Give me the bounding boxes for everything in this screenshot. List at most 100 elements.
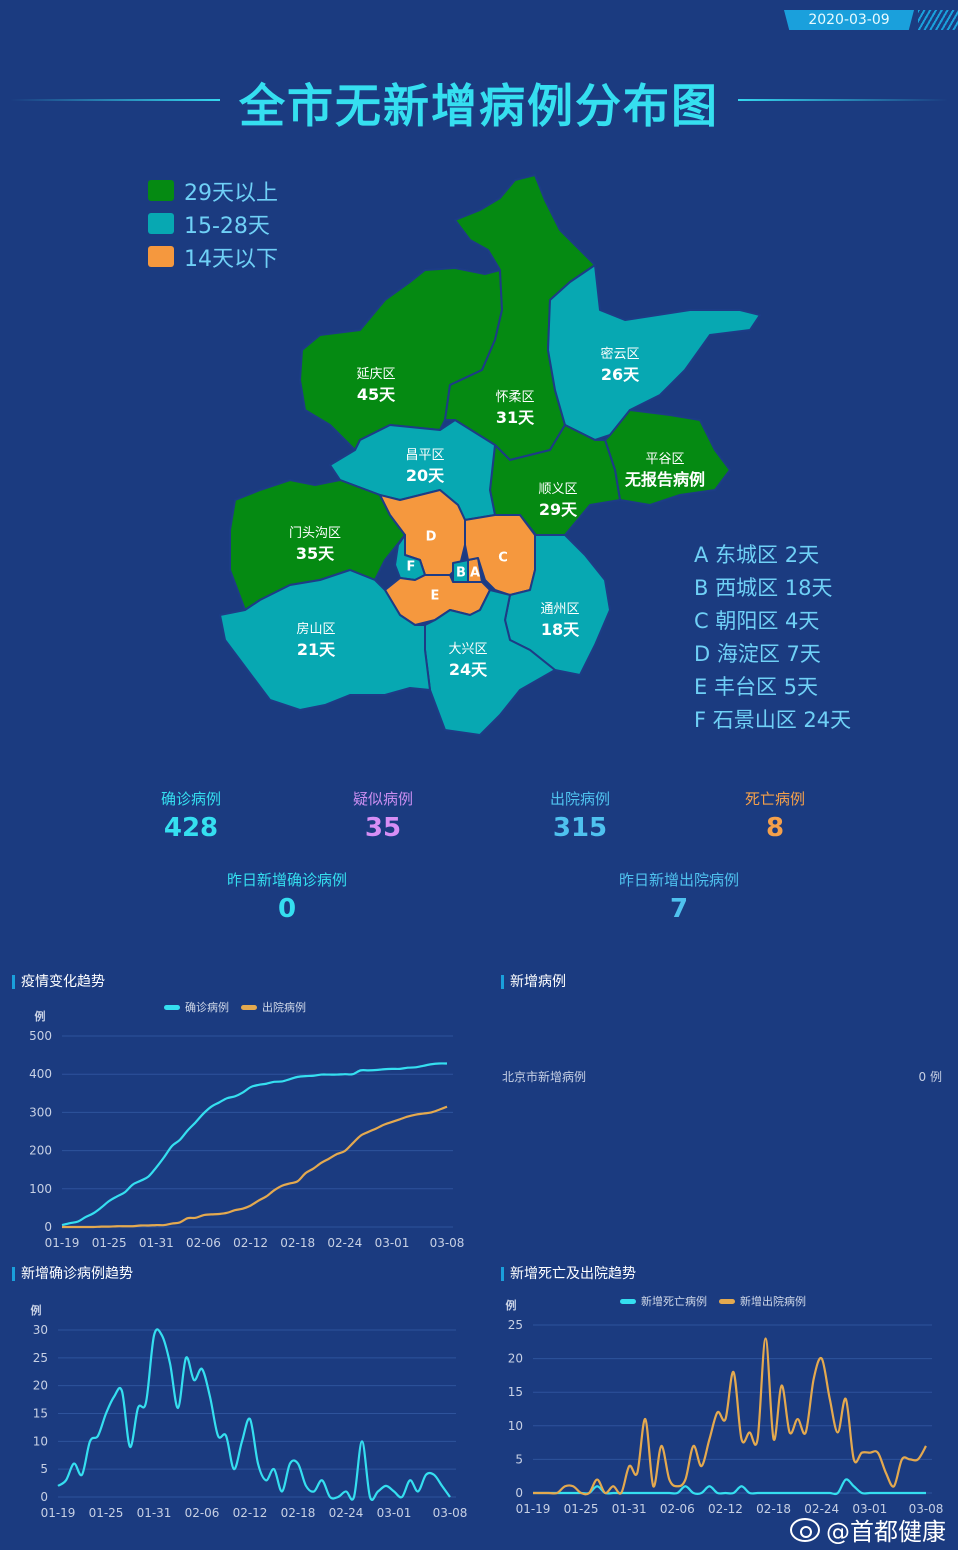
district-key-list: A 东城区 2天 B 西城区 18天 C 朝阳区 4天 D 海淀区 7天 E 丰… bbox=[694, 539, 851, 737]
y-tick-label: 200 bbox=[29, 1144, 52, 1158]
x-tick-label: 01-25 bbox=[89, 1506, 124, 1520]
x-tick-label: 03-08 bbox=[430, 1236, 465, 1250]
x-tick-label: 02-06 bbox=[185, 1506, 220, 1520]
legend-label: 14天以下 bbox=[184, 246, 278, 272]
date-stripes-decoration bbox=[918, 10, 958, 30]
key-item-xicheng: B 西城区 18天 bbox=[694, 576, 833, 600]
y-tick-label: 5 bbox=[40, 1462, 48, 1476]
trend-line-chart: 例 0 100 200 300 400 500 01-19 01-25 01-31 02-06 02-… bbox=[29, 1009, 465, 1250]
x-tick-label: 01-31 bbox=[137, 1506, 172, 1520]
district-days: 18天 bbox=[540, 620, 580, 639]
x-tick-label: 01-19 bbox=[45, 1236, 80, 1250]
y-tick-label: 30 bbox=[33, 1323, 48, 1337]
legend-label-death: 新增死亡病例 bbox=[641, 1295, 707, 1308]
district-label: 延庆区 45天 bbox=[356, 365, 395, 405]
x-tick-label: 02-12 bbox=[233, 1236, 268, 1250]
new-cases-label: 北京市新增病例 bbox=[502, 1070, 587, 1084]
x-tick-label: 01-19 bbox=[516, 1502, 551, 1516]
x-tick-label: 01-25 bbox=[564, 1502, 599, 1516]
y-tick-label: 0 bbox=[515, 1486, 523, 1500]
key-item-dongcheng: A 东城区 2天 bbox=[694, 543, 820, 567]
legend-label-new-discharged: 新增出院病例 bbox=[740, 1295, 806, 1308]
x-tick-label: 03-01 bbox=[375, 1236, 410, 1250]
y-axis-unit: 例 bbox=[506, 1298, 517, 1312]
y-tick-label: 15 bbox=[508, 1385, 523, 1399]
district-label: 怀柔区 31天 bbox=[495, 388, 534, 428]
district-days: 35天 bbox=[295, 544, 335, 563]
x-tick-label: 02-06 bbox=[186, 1236, 221, 1250]
panel-title-trend: 疫情变化趋势 bbox=[12, 975, 105, 989]
title-divider-right bbox=[738, 99, 948, 101]
stat-value: 7 bbox=[669, 894, 689, 924]
district-days: 31天 bbox=[495, 408, 535, 427]
district-name: 通州区 bbox=[540, 602, 580, 617]
stat-value: 315 bbox=[552, 813, 608, 843]
y-tick-label: 20 bbox=[508, 1352, 523, 1366]
stat-card: 确诊病例 428 bbox=[161, 788, 221, 843]
trend-chart-legend: 确诊病例 出院病例 bbox=[152, 999, 306, 1015]
x-tick-label: 02-24 bbox=[327, 1236, 362, 1250]
y-tick-label: 25 bbox=[508, 1318, 523, 1332]
stat-value: 0 bbox=[277, 894, 297, 924]
district-name: 大兴区 bbox=[448, 642, 488, 657]
y-tick-label: 20 bbox=[33, 1379, 48, 1393]
stat-value: 8 bbox=[765, 813, 785, 843]
y-tick-label: 100 bbox=[29, 1182, 52, 1196]
date-badge: 2020-03-09 bbox=[784, 10, 914, 30]
district-days: 无报告病例 bbox=[624, 470, 706, 489]
district-label: 大兴区 24天 bbox=[448, 640, 487, 680]
map-legend: 29天以上 15-28天 14天以下 bbox=[148, 174, 278, 273]
stat-value: 35 bbox=[364, 813, 402, 843]
y-tick-label: 10 bbox=[33, 1434, 48, 1448]
map-region-fangshan bbox=[219, 569, 431, 711]
series-line bbox=[533, 1478, 926, 1496]
x-tick-label: 02-24 bbox=[804, 1502, 839, 1516]
map-region-miyun bbox=[547, 264, 761, 441]
district-letter: E bbox=[430, 588, 440, 604]
district-label: 平谷区 无报告病例 bbox=[625, 450, 705, 490]
watermark-text: @首都健康 bbox=[826, 1518, 946, 1546]
legend-swatch-confirmed bbox=[164, 1004, 180, 1010]
district-letter: F bbox=[406, 559, 416, 575]
legend-item-15-28: 15-28天 bbox=[148, 207, 278, 240]
series-line bbox=[62, 1105, 448, 1229]
y-tick-label: 0 bbox=[44, 1220, 52, 1234]
district-days: 45天 bbox=[356, 385, 396, 404]
district-label: 顺义区 29天 bbox=[538, 480, 577, 520]
x-tick-label: 01-31 bbox=[612, 1502, 647, 1516]
legend-item-29plus: 29天以上 bbox=[148, 174, 278, 207]
district-days: 20天 bbox=[405, 466, 445, 485]
x-tick-label: 03-08 bbox=[433, 1506, 468, 1520]
key-item-shijingshan: F 石景山区 24天 bbox=[694, 708, 852, 732]
x-tick-label: 02-12 bbox=[708, 1502, 743, 1516]
x-tick-label: 01-25 bbox=[92, 1236, 127, 1250]
district-letter: C bbox=[498, 550, 508, 566]
district-letter: D bbox=[425, 529, 437, 545]
y-axis-unit: 例 bbox=[35, 1009, 46, 1023]
x-tick-label: 02-18 bbox=[756, 1502, 791, 1516]
new-cases-value: 0 例 bbox=[918, 1070, 942, 1084]
stat-label: 昨日新增出院病例 bbox=[618, 871, 740, 889]
legend-label-confirmed: 确诊病例 bbox=[185, 1001, 229, 1014]
panel-title-new-cases: 新增病例 bbox=[501, 975, 566, 989]
key-item-haidian: D 海淀区 7天 bbox=[694, 642, 821, 666]
x-tick-label: 03-01 bbox=[377, 1506, 412, 1520]
weibo-icon bbox=[790, 1517, 820, 1542]
map-shapes bbox=[219, 174, 761, 736]
legend-label: 29天以上 bbox=[184, 180, 278, 206]
district-name: 延庆区 bbox=[356, 367, 396, 382]
x-tick-label: 02-06 bbox=[660, 1502, 695, 1516]
district-label: 房山区 21天 bbox=[296, 620, 335, 660]
x-tick-label: 01-31 bbox=[139, 1236, 174, 1250]
stat-value: 428 bbox=[163, 813, 219, 843]
x-tick-label: 02-24 bbox=[329, 1506, 364, 1520]
district-days: 24天 bbox=[448, 660, 488, 679]
series-line bbox=[61, 1062, 448, 1227]
legend-label-discharged: 出院病例 bbox=[262, 1001, 306, 1014]
stat-card: 死亡病例 8 bbox=[745, 788, 805, 843]
series-line bbox=[533, 1337, 927, 1496]
x-tick-label: 01-19 bbox=[41, 1506, 76, 1520]
legend-item-14less: 14天以下 bbox=[148, 240, 278, 273]
legend-swatch bbox=[148, 180, 174, 201]
stat-card: 昨日新增确诊病例 0 bbox=[227, 869, 347, 924]
